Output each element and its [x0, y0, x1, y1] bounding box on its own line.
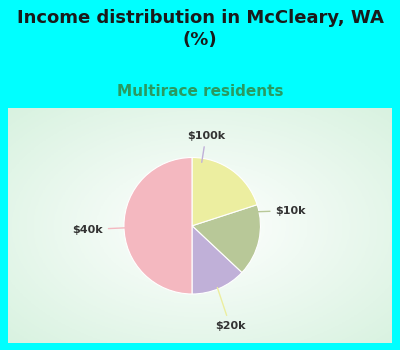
- Wedge shape: [192, 158, 257, 226]
- Text: $20k: $20k: [215, 288, 245, 331]
- Text: $40k: $40k: [72, 225, 135, 235]
- Text: Multirace residents: Multirace residents: [117, 84, 283, 99]
- Wedge shape: [192, 205, 260, 272]
- Text: $10k: $10k: [250, 205, 306, 216]
- Wedge shape: [192, 226, 242, 294]
- Text: Income distribution in McCleary, WA
(%): Income distribution in McCleary, WA (%): [16, 9, 384, 49]
- Wedge shape: [124, 158, 192, 294]
- Text: $100k: $100k: [187, 131, 225, 162]
